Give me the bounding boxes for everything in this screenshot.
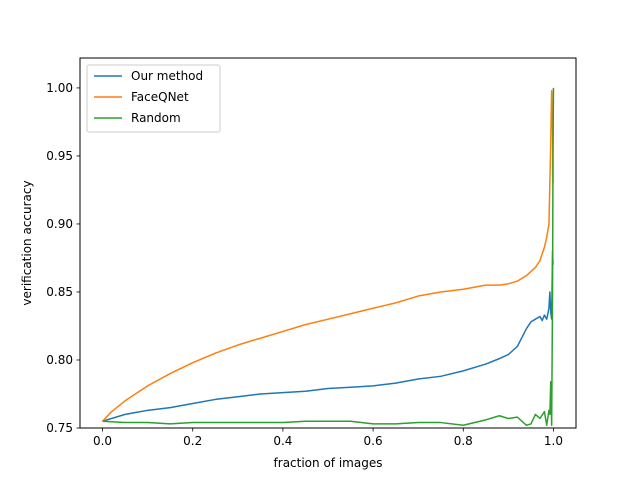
- y-tick-label: 0.95: [46, 149, 73, 163]
- x-axis: 0.0 0.2 0.4 0.6 0.8 1.0: [93, 428, 563, 448]
- y-tick-label: 0.75: [46, 421, 73, 435]
- y-tick-label: 0.80: [46, 353, 73, 367]
- x-tick-label: 0.2: [183, 434, 202, 448]
- x-tick-label: 0.4: [273, 434, 292, 448]
- x-tick-label: 1.0: [544, 434, 563, 448]
- legend-label-faceqnet: FaceQNet: [131, 90, 189, 104]
- legend-label-random: Random: [131, 111, 181, 125]
- series-line-our-method: [102, 250, 554, 422]
- y-tick-label: 0.85: [46, 285, 73, 299]
- y-tick-label: 0.90: [46, 217, 73, 231]
- legend-label-our-method: Our method: [131, 69, 203, 83]
- plot-frame: [79, 57, 577, 429]
- y-tick-label: 1.00: [46, 81, 73, 95]
- x-tick-label: 0.6: [364, 434, 383, 448]
- y-axis: 0.75 0.80 0.85 0.90 0.95 1.00: [46, 81, 80, 435]
- x-tick-label: 0.8: [454, 434, 473, 448]
- series-line-faceqnet: [102, 89, 554, 422]
- x-axis-label: fraction of images: [274, 456, 383, 470]
- y-axis-label: verification accuracy: [20, 180, 34, 305]
- x-tick-label: 0.0: [93, 434, 112, 448]
- series-layer: [102, 87, 555, 427]
- legend: Our method FaceQNet Random: [86, 64, 221, 133]
- legend-box: [86, 64, 221, 133]
- series-line-random: [102, 87, 555, 427]
